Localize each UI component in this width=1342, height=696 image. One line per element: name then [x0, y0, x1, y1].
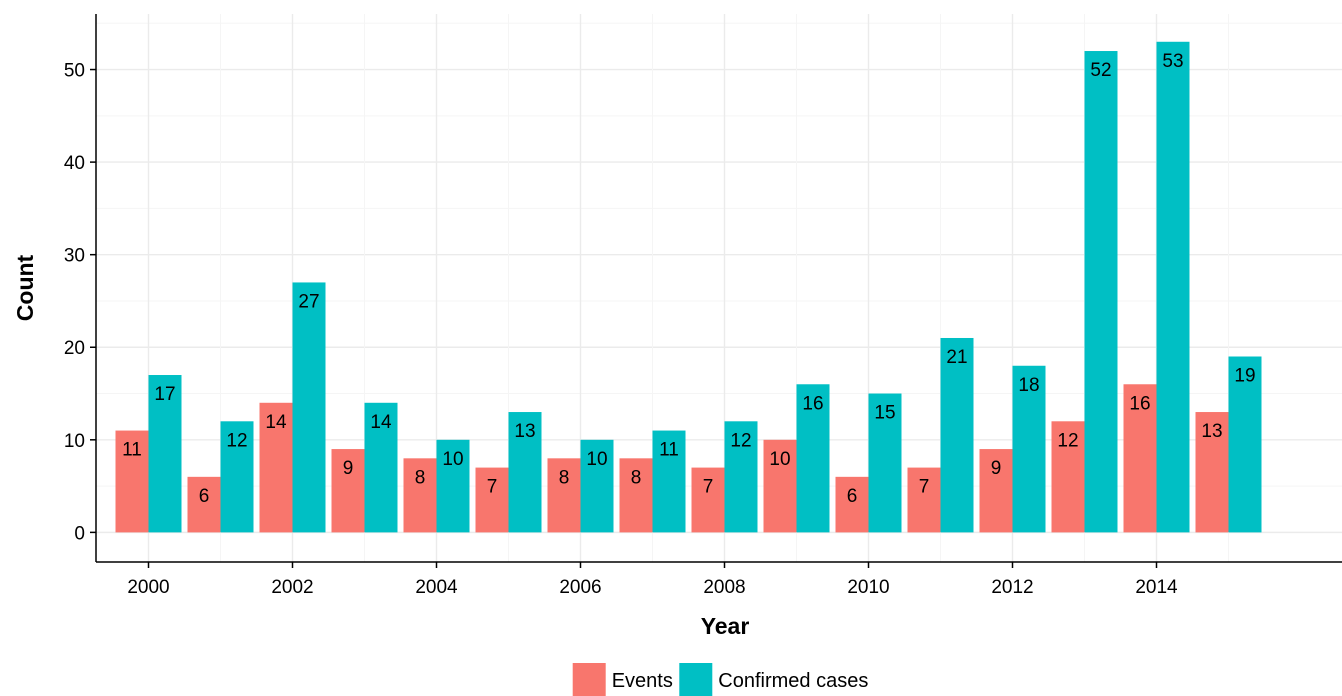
bar-events	[403, 458, 437, 533]
y-tick-label: 40	[64, 153, 85, 174]
bar-confirmed-cases	[580, 439, 614, 533]
bar-data-label: 6	[199, 486, 210, 507]
legend-swatch-events	[572, 663, 606, 696]
bar-data-label: 16	[1129, 393, 1150, 414]
bar-events	[691, 467, 725, 533]
bar-data-label: 15	[874, 403, 895, 424]
bar-data-label: 12	[730, 430, 751, 451]
x-axis-title: Year	[701, 613, 750, 639]
bar-data-label: 6	[847, 486, 858, 507]
bar-data-label: 10	[586, 449, 607, 470]
bar-confirmed-cases	[508, 412, 542, 533]
bar-confirmed-cases	[940, 337, 974, 533]
bar-data-label: 14	[265, 412, 287, 433]
bar-events	[979, 449, 1013, 533]
bar-data-label: 27	[298, 291, 319, 312]
legend-swatch-confirmed-cases	[679, 663, 713, 696]
bar-data-label: 8	[415, 467, 426, 488]
bar-events	[1123, 384, 1157, 533]
bar-confirmed-cases	[652, 430, 686, 533]
bar-data-label: 7	[919, 477, 930, 498]
bar-confirmed-cases	[1228, 356, 1262, 533]
bar-events	[835, 476, 869, 533]
bar-events	[187, 476, 221, 533]
x-tick-label: 2008	[703, 577, 745, 598]
bar-data-label: 9	[991, 458, 1002, 479]
bar-data-label: 13	[1201, 421, 1222, 442]
x-tick-label: 2000	[127, 577, 169, 598]
bar-confirmed-cases	[1012, 365, 1046, 533]
bar-events	[331, 449, 365, 533]
bar-events	[259, 402, 293, 533]
legend-label: Events	[612, 670, 673, 692]
bar-data-label: 19	[1234, 366, 1255, 387]
bar-confirmed-cases	[1156, 41, 1190, 533]
bar-data-label: 17	[154, 384, 175, 405]
legend: Events Confirmed cases	[572, 663, 868, 696]
y-tick-label: 20	[64, 338, 85, 359]
bar-events	[1195, 412, 1229, 533]
bar-data-label: 10	[442, 449, 463, 470]
bar-data-label: 8	[559, 467, 570, 488]
bar-data-label: 11	[122, 440, 142, 461]
bar-data-label: 18	[1018, 375, 1039, 396]
bar-confirmed-cases	[436, 439, 470, 533]
bar-events	[763, 439, 797, 533]
bar-confirmed-cases	[1084, 51, 1118, 533]
x-tick-label: 2002	[271, 577, 313, 598]
bars-layer	[115, 41, 1262, 533]
bar-data-label: 8	[631, 467, 642, 488]
legend-label: Confirmed cases	[718, 670, 868, 692]
axes-layer: 0 10 20 30 40 50 2000 2002 2004 2006 2008 2010 2012 2…	[64, 14, 1342, 598]
bar-data-label: 10	[769, 449, 790, 470]
bar-events	[1051, 421, 1085, 533]
x-tick-label: 2010	[847, 577, 889, 598]
y-axis-title: Count	[12, 254, 38, 321]
bar-confirmed-cases	[796, 384, 830, 533]
bar-events	[475, 467, 509, 533]
x-tick-label: 2006	[559, 577, 601, 598]
x-tick-label: 2014	[1135, 577, 1178, 598]
bar-confirmed-cases	[292, 282, 326, 533]
y-tick-label: 50	[64, 61, 85, 82]
y-tick-label: 30	[64, 246, 85, 267]
bar-data-label: 14	[370, 412, 392, 433]
data-labels-layer: 11 17 6 12 14 27 9 14 8 10 7 13 8 10 8 11 7 12 10 16 6 15 7 21 9…	[122, 51, 1255, 507]
bar-data-label: 53	[1162, 51, 1183, 72]
bar-confirmed-cases	[724, 421, 758, 533]
bar-data-label: 13	[514, 421, 535, 442]
x-tick-label: 2012	[991, 577, 1033, 598]
bar-events	[547, 458, 581, 533]
y-tick-label: 10	[64, 431, 85, 452]
bar-data-label: 21	[946, 347, 967, 368]
bar-events	[619, 458, 653, 533]
bar-confirmed-cases	[868, 393, 902, 533]
bar-data-label: 12	[226, 430, 247, 451]
x-tick-label: 2004	[415, 577, 458, 598]
bar-events	[115, 430, 149, 533]
bar-data-label: 52	[1090, 60, 1111, 81]
y-tick-label: 0	[74, 523, 85, 544]
bar-data-label: 11	[659, 440, 679, 461]
bar-confirmed-cases	[364, 402, 398, 533]
bar-data-label: 7	[703, 477, 714, 498]
bar-data-label: 9	[343, 458, 354, 479]
bar-data-label: 12	[1057, 430, 1078, 451]
bar-events	[907, 467, 941, 533]
bar-data-label: 16	[802, 393, 823, 414]
bar-confirmed-cases	[220, 421, 254, 533]
bar-data-label: 7	[487, 477, 498, 498]
bar-confirmed-cases	[148, 375, 182, 533]
